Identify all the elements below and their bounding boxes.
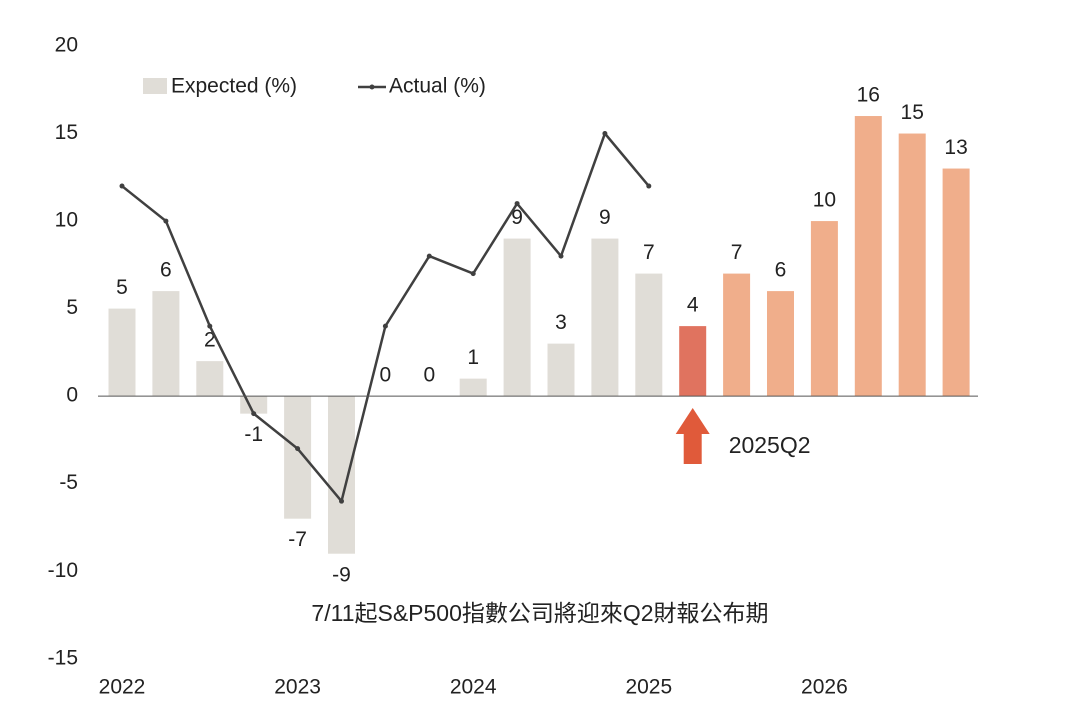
line-point [602,131,608,137]
legend-swatch-expected [143,78,167,94]
y-tick-label: 20 [55,34,78,57]
data-label: 9 [511,206,523,229]
data-label: 6 [775,259,787,282]
y-tick-label: -5 [59,471,78,494]
x-tick-label: 2025 [625,676,672,699]
x-tick-label: 2023 [274,676,321,699]
data-label: 4 [687,294,699,317]
data-label: 15 [901,101,924,124]
bar [284,396,312,519]
bar [547,343,575,397]
x-tick-label: 2024 [450,676,497,699]
bar [196,361,224,397]
arrow [675,408,710,464]
bar [854,116,882,397]
bar [810,221,838,397]
line-point [339,498,344,504]
data-label: 3 [555,311,567,334]
data-label: -7 [288,528,307,551]
data-label: -9 [332,563,351,586]
bar [108,308,136,397]
data-label: 2 [204,329,216,352]
x-tick-label: 2026 [801,676,848,699]
y-tick-label: 0 [66,384,78,407]
bar [679,326,707,397]
bar [898,133,926,397]
legend-label: Actual (%) [389,75,486,98]
data-label: 7 [643,241,655,264]
bar [152,291,180,397]
line-point [163,218,169,224]
data-label: 0 [380,364,392,387]
bar [767,291,794,397]
bar [723,273,751,397]
line-point [295,446,301,452]
bar [591,238,619,397]
bar [503,238,531,397]
line-point [470,271,476,277]
bar [635,273,663,397]
y-tick-label: -10 [48,559,78,582]
line-point [514,201,520,207]
line-point [382,323,388,329]
line-point [251,411,257,417]
data-label: -1 [244,423,263,446]
data-label: 7 [731,241,743,264]
line-point [119,183,125,189]
data-label: 13 [944,136,967,159]
data-label: 9 [599,206,611,229]
data-label: 1 [467,346,479,369]
bar [942,168,970,397]
annotation: 7/11起S&P500指數公司將迎來Q2財報公布期 [311,600,768,626]
data-label: 6 [160,259,172,282]
line-point [426,253,432,259]
line-point [207,323,213,329]
legend-dot [369,84,375,90]
data-label: 0 [423,364,435,387]
x-tick-label: 2022 [99,676,146,699]
data-label: 5 [116,276,128,299]
line-point [646,183,652,189]
annotation: 2025Q2 [729,432,811,458]
legend-label: Expected (%) [171,75,297,98]
bar [328,396,355,554]
data-label: 16 [857,84,880,107]
bar [459,378,487,397]
y-tick-label: 15 [55,121,78,144]
y-tick-label: 10 [55,209,78,232]
y-tick-label: 5 [66,296,78,319]
y-tick-label: -15 [48,646,78,669]
line [121,131,650,504]
line-point [558,253,564,259]
data-label: 10 [813,189,836,212]
